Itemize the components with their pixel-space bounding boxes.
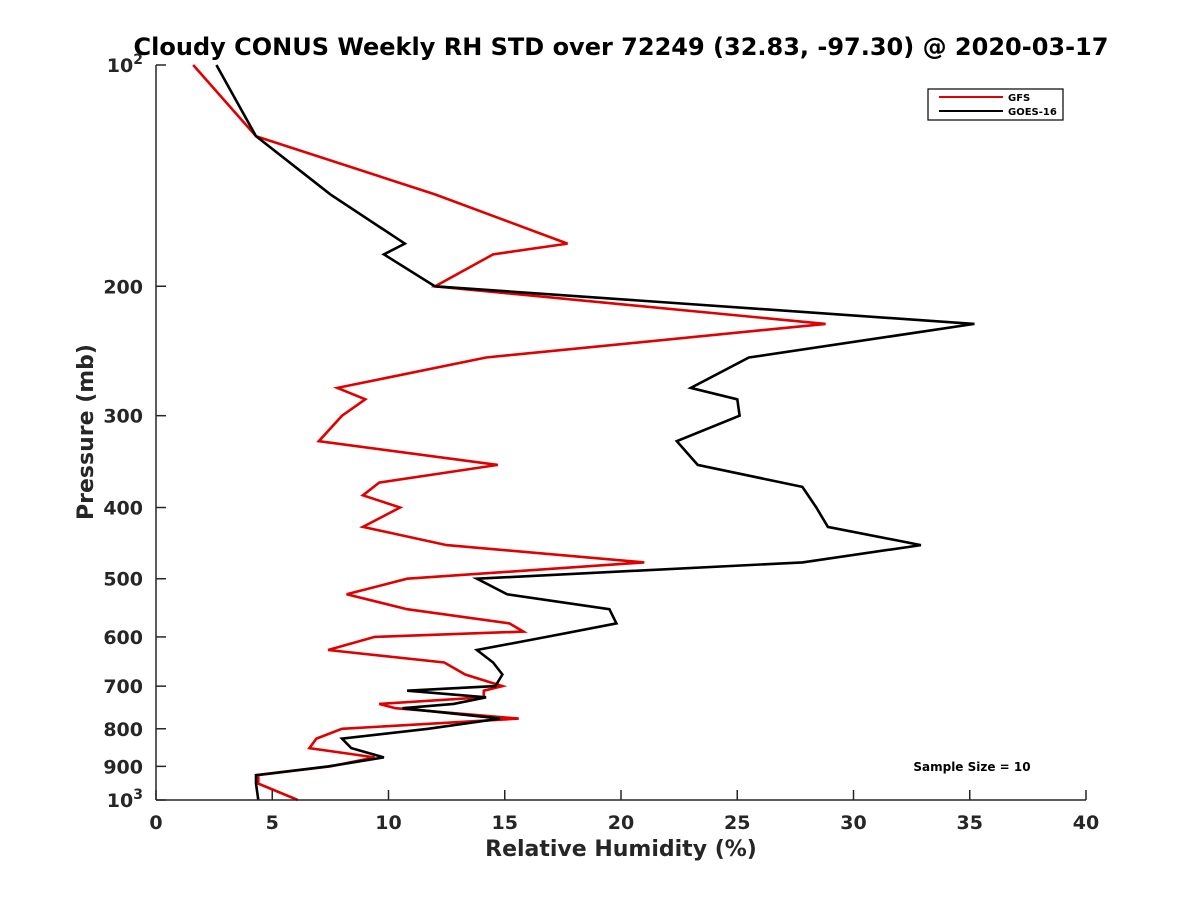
x-tick-label: 35 (957, 812, 983, 834)
series-line-goes-16 (215, 64, 975, 801)
sample-size-annotation: Sample Size = 10 (913, 760, 1030, 774)
y-tick-label: 103 (107, 787, 143, 812)
x-ticks: 0 5 10 15 20 25 30 35 40 (149, 790, 1099, 834)
legend: GFS GOES-16 (927, 88, 1064, 121)
chart-title: Cloudy CONUS Weekly RH STD over 72249 (3… (134, 33, 1109, 61)
y-tick-label: 900 (103, 756, 143, 778)
x-tick-label: 15 (492, 812, 518, 834)
x-tick-label: 20 (608, 812, 634, 834)
y-tick-label: 700 (103, 676, 143, 698)
x-tick-label: 5 (266, 812, 279, 834)
legend-box (927, 88, 1064, 121)
y-tick-label: 300 (103, 406, 143, 428)
x-tick-label: 30 (840, 812, 866, 834)
x-tick-label: 0 (149, 812, 162, 834)
x-tick-label: 40 (1073, 812, 1099, 834)
x-tick-label: 10 (375, 812, 401, 834)
x-tick-label: 25 (724, 812, 750, 834)
y-tick-label: 800 (103, 719, 143, 741)
y-axis-label: Pressure (mb) (74, 344, 99, 520)
y-tick-label: 200 (103, 276, 143, 298)
series-lines (192, 64, 975, 802)
y-tick-label: 500 (103, 569, 143, 591)
y-tick-label: 102 (107, 52, 143, 77)
x-axis-label: Relative Humidity (%) (485, 837, 757, 862)
series-line-gfs (192, 64, 826, 802)
y-tick-label: 600 (103, 627, 143, 649)
y-ticks: 102 200 300 400 500 600 700 800 900 103 (103, 52, 166, 812)
legend-label-gfs: GFS (1008, 93, 1030, 104)
y-tick-label: 400 (103, 498, 143, 520)
legend-label-goes-16: GOES-16 (1008, 107, 1057, 118)
